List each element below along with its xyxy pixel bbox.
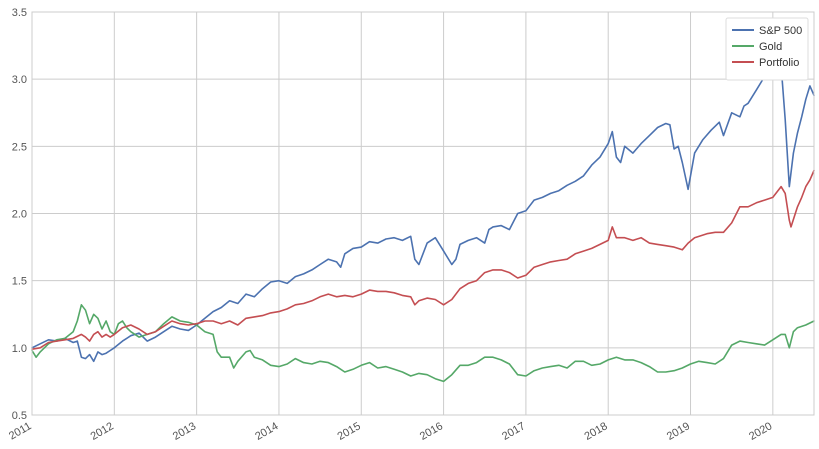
series-line-1 [31, 304, 815, 383]
legend: S&P 500 Gold Portfolio [725, 17, 809, 81]
y-tick-label: 3.5 [12, 7, 27, 19]
y-tick-label: 1.5 [12, 276, 27, 288]
y-tick-label: 2.5 [12, 141, 27, 153]
series-line-0 [31, 64, 815, 363]
plot-frame [31, 11, 815, 416]
legend-label: Gold [759, 41, 782, 53]
y-axis: 0.5 1.0 1.5 2.0 2.5 3.0 3.5 [12, 7, 27, 422]
series-line-2 [31, 169, 815, 350]
y-tick-label: 0.5 [12, 410, 27, 422]
series-lines [31, 64, 815, 383]
y-tick-label: 1.0 [12, 343, 27, 355]
y-tick-label: 3.0 [12, 74, 27, 86]
legend-label: S&P 500 [759, 25, 802, 37]
legend-box [725, 17, 809, 81]
y-tick-label: 2.0 [12, 209, 27, 221]
legend-label: Portfolio [759, 57, 799, 69]
